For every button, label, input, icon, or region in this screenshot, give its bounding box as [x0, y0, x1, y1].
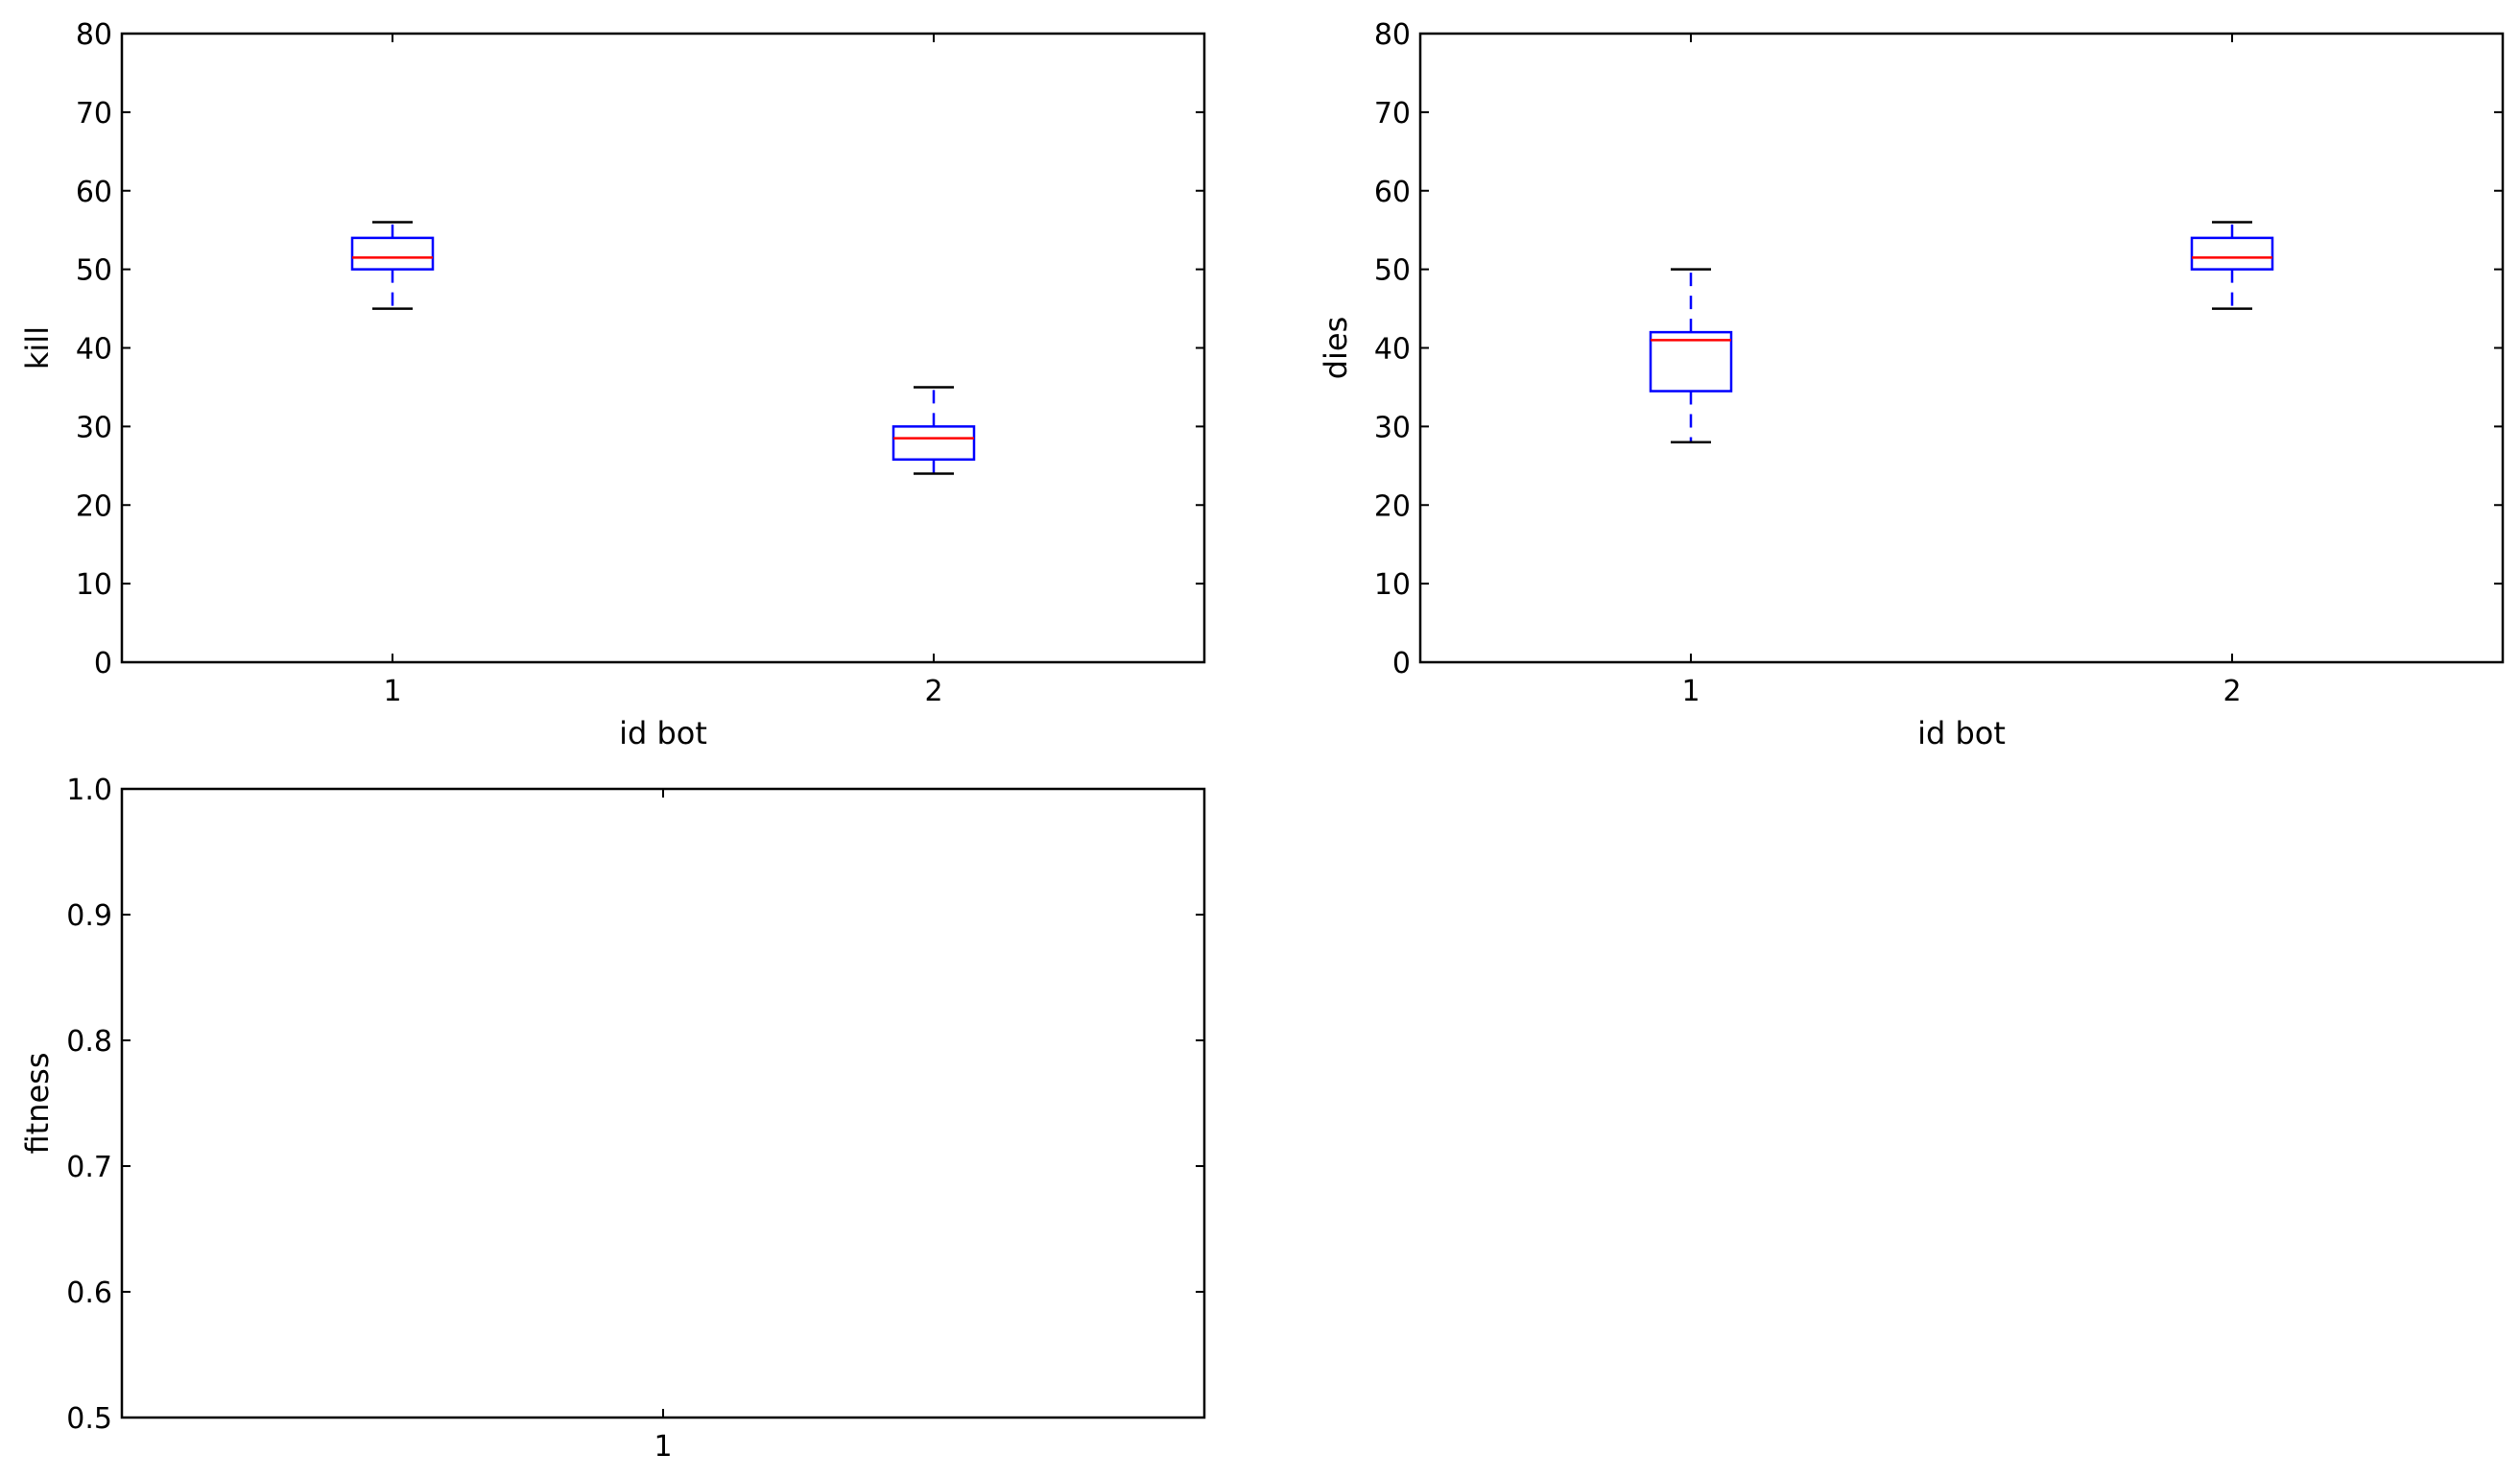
x-tick-label: 1 — [383, 675, 401, 708]
y-tick-label: 50 — [1374, 254, 1411, 288]
y-tick-label: 10 — [1374, 568, 1411, 602]
y-tick-label: 70 — [1374, 97, 1411, 131]
y-tick-label: 20 — [1374, 489, 1411, 523]
chart-panel-dies: 0 10 20 30 40 50 60 70 80 1 2 id bot dies — [1318, 18, 2505, 751]
box-iqr — [892, 425, 976, 462]
x-tick-label: 2 — [924, 675, 942, 708]
y-tick-label: 1.0 — [66, 774, 112, 807]
y-tick-label: 80 — [1374, 18, 1411, 52]
box-iqr — [350, 236, 435, 271]
chart-panel-fitness: 0.5 0.6 0.7 0.8 0.9 1.0 1 fitness — [19, 774, 1206, 1464]
y-tick-label: 0.9 — [66, 899, 112, 933]
y-tick-label: 80 — [76, 18, 112, 52]
y-tick-label: 30 — [1374, 411, 1411, 444]
box-iqr — [1649, 330, 1733, 393]
boxplot-category-1 — [350, 221, 435, 310]
x-axis-label: id bot — [619, 715, 707, 751]
chart-panel-kill: 0 10 20 30 40 50 60 70 80 1 2 id bot kill — [19, 18, 1206, 751]
x-tick-label: 1 — [1681, 675, 1700, 708]
y-tick-label: 40 — [1374, 333, 1411, 367]
boxplot-category-1 — [1649, 268, 1733, 443]
y-tick-label: 0.7 — [66, 1151, 112, 1184]
y-tick-label: 0 — [1392, 647, 1411, 680]
y-tick-label: 0.5 — [66, 1402, 112, 1436]
y-tick-label: 60 — [1374, 176, 1411, 209]
y-tick-label: 40 — [76, 333, 112, 367]
y-axis-label: dies — [1318, 317, 1354, 380]
boxplot-category-2 — [892, 386, 976, 475]
y-axis-label: fitness — [19, 1052, 56, 1154]
y-tick-label: 0.6 — [66, 1276, 112, 1310]
y-tick-label: 30 — [76, 411, 112, 444]
y-axis-label: kill — [19, 326, 56, 370]
x-tick-label: 1 — [654, 1430, 672, 1464]
y-tick-label: 20 — [76, 489, 112, 523]
y-tick-label: 0.8 — [66, 1025, 112, 1059]
boxplot-category-2 — [2190, 221, 2274, 310]
y-tick-label: 70 — [76, 97, 112, 131]
box-iqr — [2190, 236, 2274, 271]
y-tick-label: 50 — [76, 254, 112, 288]
y-tick-label: 10 — [76, 568, 112, 602]
y-tick-label: 0 — [94, 647, 112, 680]
y-tick-label: 60 — [76, 176, 112, 209]
x-tick-label: 2 — [2223, 675, 2241, 708]
x-axis-label: id bot — [1917, 715, 2006, 751]
